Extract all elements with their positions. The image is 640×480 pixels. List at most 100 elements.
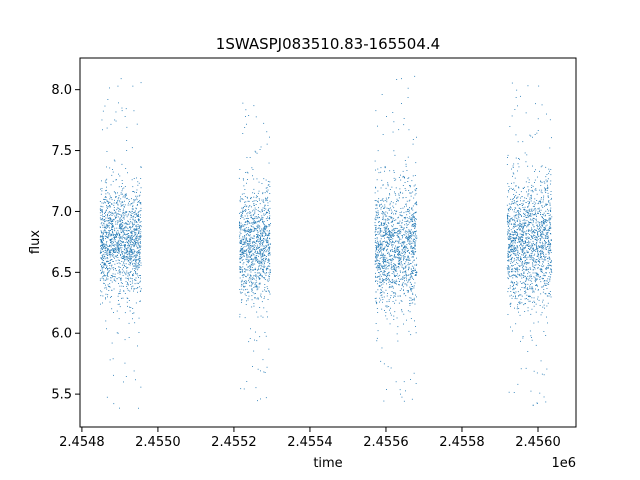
data-point bbox=[109, 230, 111, 231]
data-point bbox=[388, 306, 390, 307]
data-point bbox=[107, 246, 109, 247]
data-point bbox=[251, 267, 253, 268]
data-point bbox=[253, 214, 254, 216]
data-point bbox=[520, 95, 521, 97]
data-point bbox=[520, 257, 522, 259]
data-point bbox=[378, 285, 380, 287]
data-point bbox=[378, 263, 380, 264]
data-point bbox=[526, 216, 528, 218]
data-point bbox=[109, 227, 110, 229]
data-point bbox=[256, 277, 257, 279]
data-point bbox=[138, 230, 140, 232]
data-point bbox=[544, 282, 545, 284]
data-point bbox=[110, 235, 112, 236]
data-point bbox=[139, 247, 141, 249]
data-point bbox=[260, 230, 261, 232]
data-point bbox=[115, 193, 117, 195]
data-point bbox=[257, 269, 259, 271]
data-point bbox=[518, 213, 520, 214]
data-point bbox=[395, 279, 397, 281]
data-point bbox=[397, 257, 399, 259]
data-point bbox=[412, 205, 414, 207]
data-point bbox=[537, 250, 539, 251]
data-point bbox=[547, 322, 548, 324]
data-point bbox=[247, 291, 249, 293]
data-point bbox=[412, 247, 414, 249]
data-point bbox=[243, 238, 245, 240]
data-point bbox=[106, 248, 108, 250]
data-point bbox=[123, 255, 124, 257]
data-point bbox=[525, 367, 527, 369]
data-point bbox=[121, 190, 123, 192]
data-point bbox=[101, 209, 103, 211]
data-point bbox=[239, 261, 241, 263]
data-point bbox=[257, 196, 258, 198]
data-point bbox=[261, 183, 263, 184]
data-point bbox=[376, 340, 378, 342]
data-point bbox=[388, 223, 390, 224]
data-point bbox=[398, 253, 400, 255]
data-point bbox=[250, 245, 252, 246]
data-point bbox=[511, 244, 513, 246]
data-point bbox=[242, 252, 243, 254]
data-point bbox=[128, 260, 130, 262]
data-point bbox=[394, 275, 395, 276]
data-point bbox=[129, 237, 131, 239]
data-point bbox=[382, 261, 384, 263]
data-point bbox=[392, 235, 394, 237]
data-point bbox=[130, 231, 132, 233]
data-point bbox=[382, 215, 384, 217]
data-point bbox=[384, 223, 386, 225]
data-point bbox=[112, 276, 113, 278]
data-point bbox=[122, 188, 123, 190]
data-point bbox=[102, 262, 104, 264]
data-point bbox=[539, 261, 540, 262]
data-point bbox=[118, 270, 120, 272]
data-point bbox=[253, 287, 255, 288]
data-point bbox=[394, 232, 395, 234]
data-point bbox=[239, 266, 241, 267]
data-point bbox=[380, 243, 381, 245]
data-point bbox=[107, 252, 109, 254]
data-point bbox=[548, 292, 550, 294]
data-point bbox=[394, 191, 395, 193]
data-point bbox=[375, 281, 376, 282]
data-point bbox=[385, 305, 387, 307]
data-point bbox=[114, 199, 115, 201]
data-point bbox=[550, 218, 552, 220]
data-point bbox=[124, 252, 126, 254]
data-point bbox=[394, 231, 395, 233]
data-point bbox=[109, 244, 111, 246]
data-point bbox=[112, 358, 114, 360]
data-point bbox=[532, 257, 534, 258]
data-point bbox=[265, 290, 267, 292]
data-point bbox=[513, 246, 515, 248]
data-point bbox=[382, 279, 384, 280]
data-point bbox=[402, 284, 403, 286]
data-point bbox=[139, 257, 140, 259]
data-point bbox=[252, 219, 254, 221]
data-point bbox=[119, 246, 121, 248]
data-point bbox=[375, 214, 377, 216]
data-point bbox=[111, 230, 113, 232]
data-point bbox=[516, 89, 518, 91]
data-point bbox=[140, 207, 142, 209]
data-point bbox=[265, 397, 267, 399]
data-point bbox=[263, 230, 265, 232]
data-point bbox=[532, 404, 534, 406]
data-point bbox=[117, 222, 119, 223]
data-point bbox=[514, 230, 516, 232]
data-point bbox=[117, 241, 119, 243]
data-point bbox=[376, 258, 378, 260]
data-point bbox=[244, 285, 246, 287]
data-point bbox=[252, 226, 254, 228]
data-point bbox=[111, 249, 113, 251]
data-point bbox=[138, 195, 140, 197]
data-point bbox=[261, 249, 263, 251]
data-point bbox=[251, 289, 253, 291]
data-point bbox=[383, 257, 385, 259]
data-point bbox=[121, 261, 123, 262]
data-point bbox=[388, 264, 390, 266]
data-point bbox=[379, 232, 381, 233]
data-point bbox=[109, 286, 111, 288]
